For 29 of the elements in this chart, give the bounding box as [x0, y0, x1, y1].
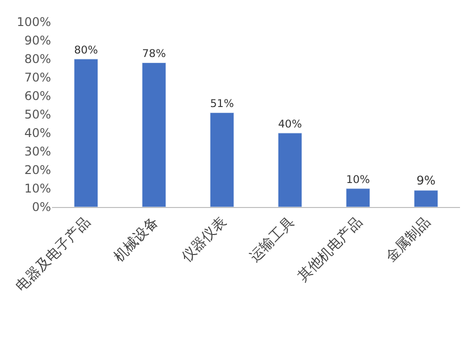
x-tick-label: 金属制品 — [382, 214, 434, 266]
data-label: 78% — [142, 47, 166, 60]
data-label: 40% — [278, 117, 302, 130]
y-tick-label: 40% — [24, 126, 51, 140]
bar — [74, 58, 98, 207]
x-tick-label: 其他机电产品 — [295, 214, 366, 285]
y-tick-label: 70% — [24, 70, 51, 85]
y-tick-label: 20% — [24, 163, 51, 178]
data-label: 51% — [210, 96, 234, 110]
y-tick-label: 80% — [24, 52, 51, 66]
x-tick-label: 仪器仪表 — [178, 214, 230, 266]
x-tick-label: 运输工具 — [246, 214, 298, 266]
x-tick-label: 电器及电子产品 — [13, 214, 94, 295]
y-tick-label: 50% — [24, 108, 51, 122]
bar — [210, 112, 234, 207]
y-tick-label: 60% — [24, 89, 51, 104]
y-tick-label: 90% — [24, 34, 51, 48]
y-tick-label: 10% — [24, 182, 51, 196]
x-tick-label: 机械设备 — [110, 214, 162, 266]
data-label: 10% — [346, 172, 370, 186]
y-tick-label: 30% — [24, 144, 51, 159]
bar — [142, 62, 166, 207]
bar — [278, 132, 302, 207]
data-label: 9% — [416, 173, 436, 188]
y-tick-label: 0% — [32, 200, 51, 214]
y-tick-label: 100% — [16, 15, 51, 30]
bar — [414, 190, 438, 207]
bar — [346, 188, 370, 207]
data-label: 80% — [74, 43, 98, 56]
